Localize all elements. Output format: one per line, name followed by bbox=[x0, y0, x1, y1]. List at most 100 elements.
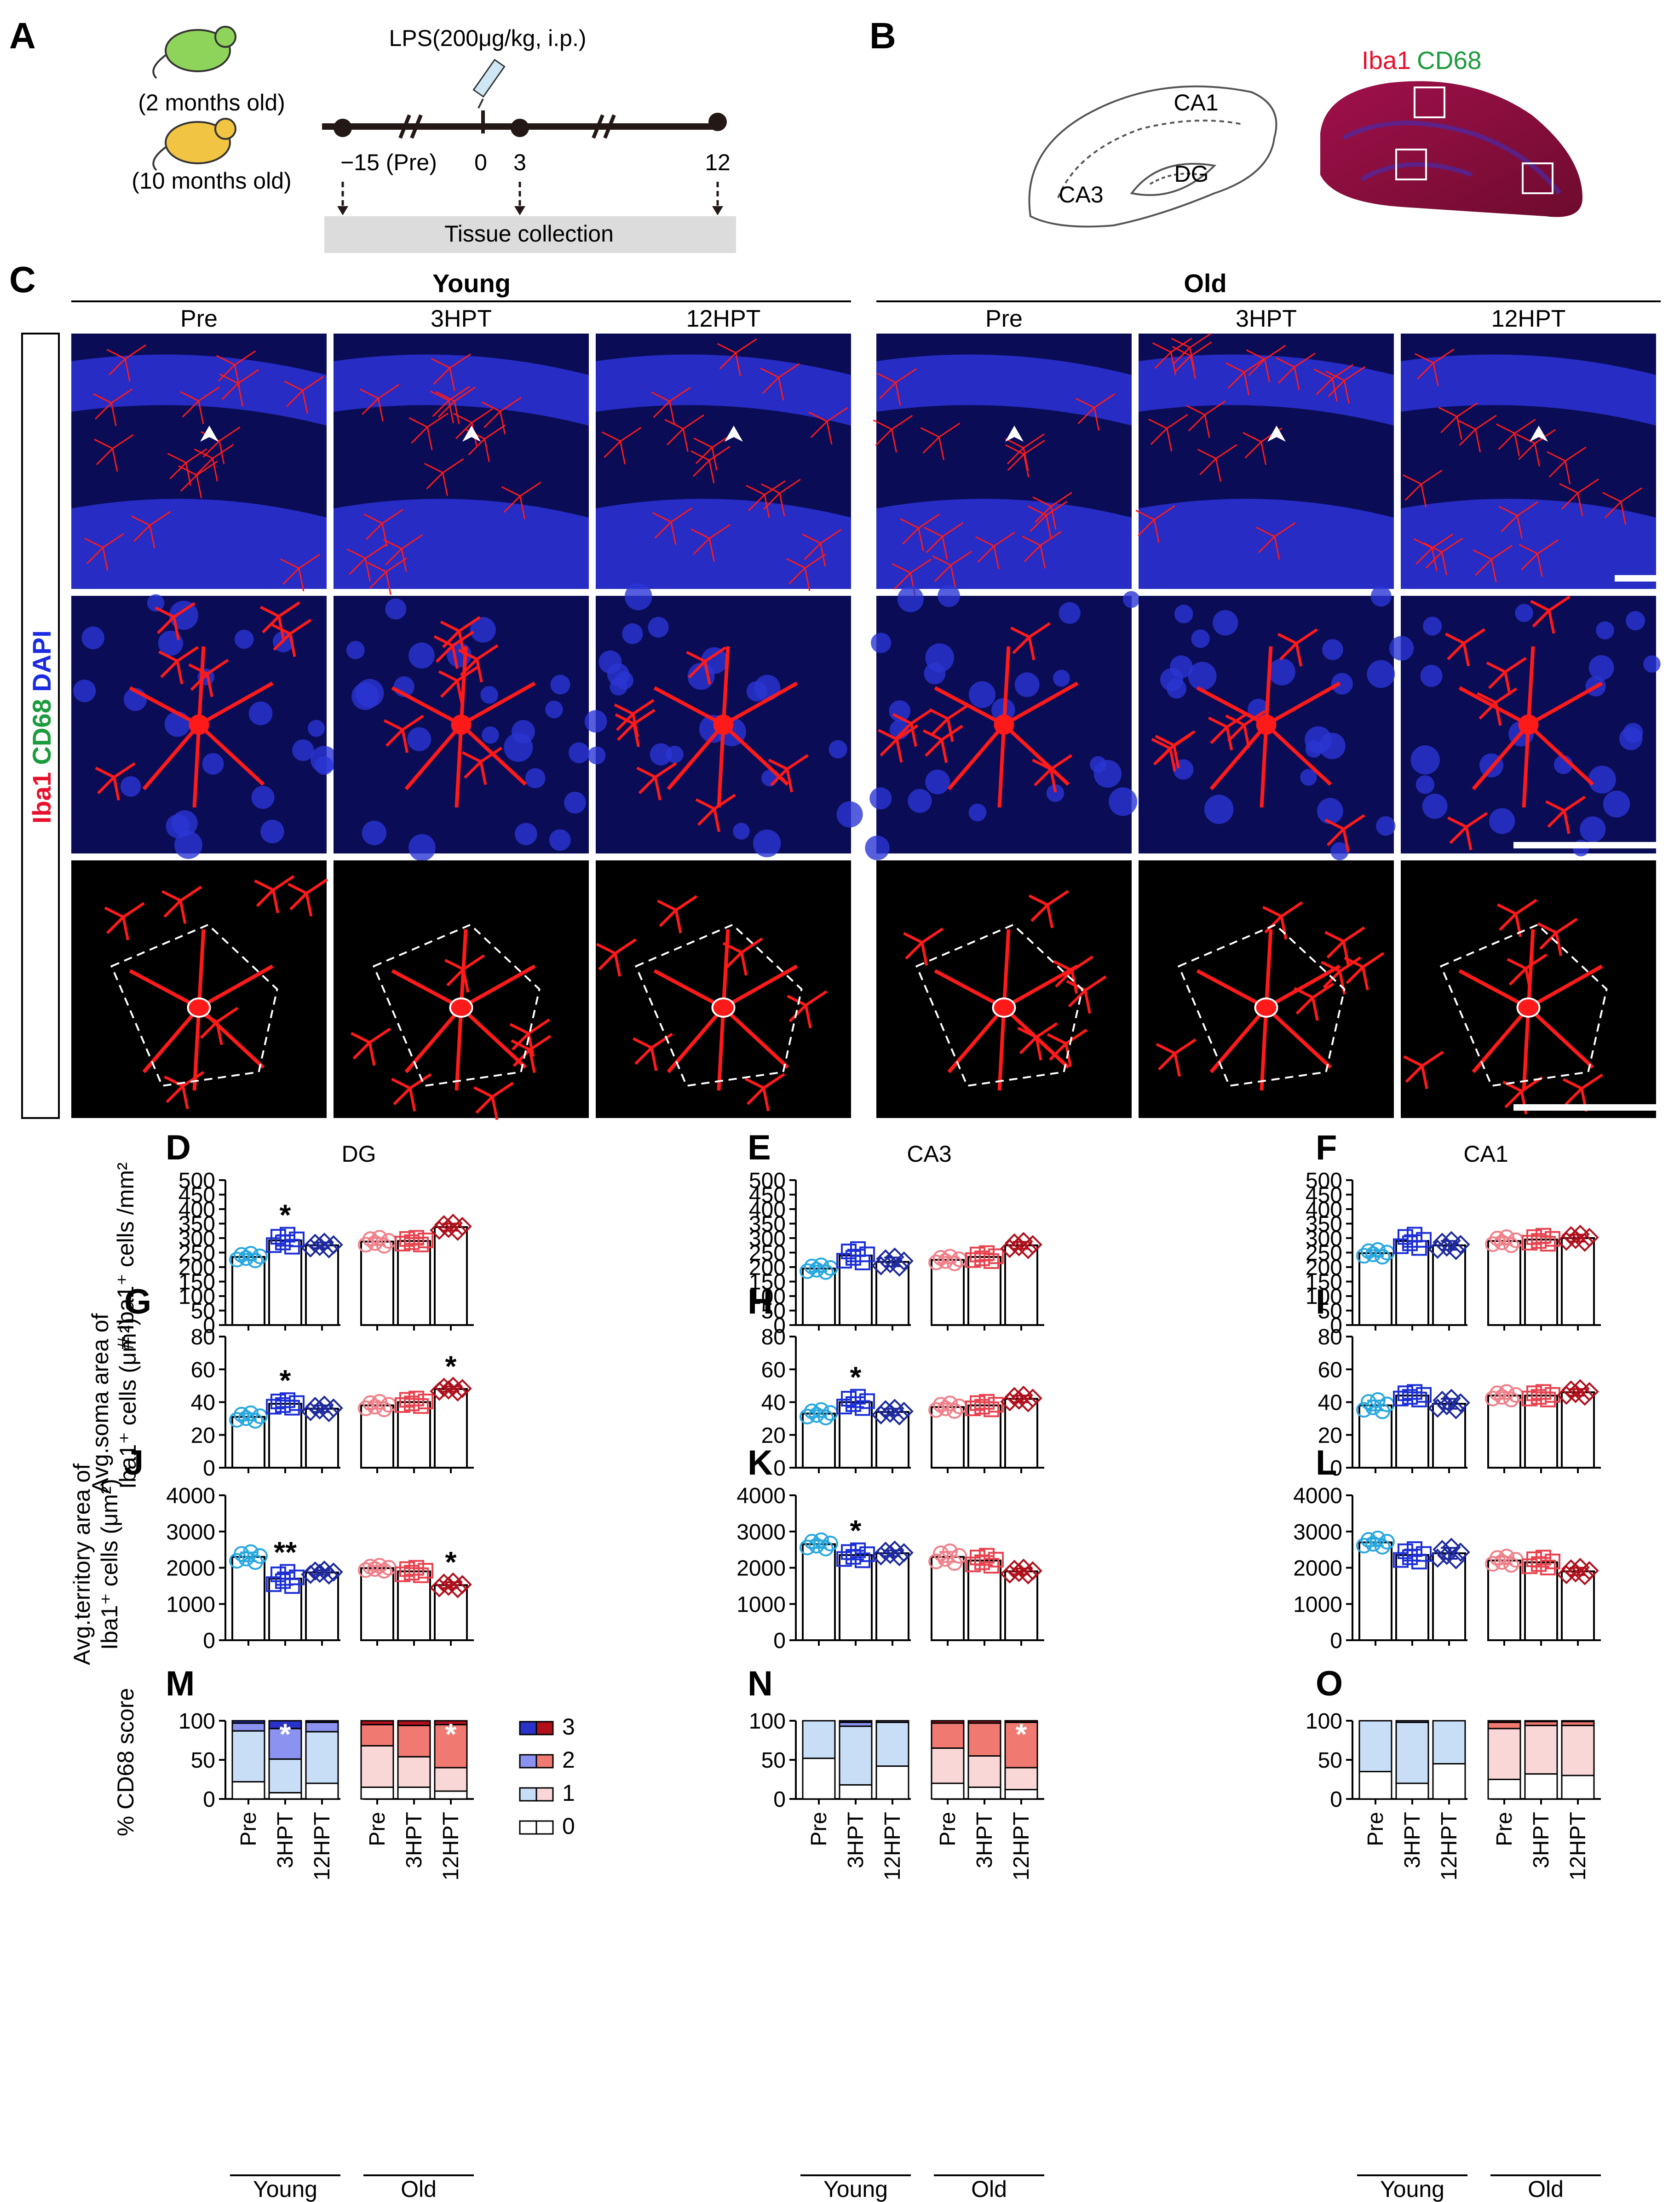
nucleus bbox=[482, 726, 499, 744]
nucleus bbox=[1588, 766, 1616, 794]
data-point bbox=[1398, 1543, 1413, 1559]
y-tick-label: 2000 bbox=[1293, 1556, 1342, 1581]
data-point bbox=[951, 1548, 967, 1564]
y-tick-label: 500 bbox=[178, 1169, 215, 1193]
cell-layer-band bbox=[71, 354, 327, 426]
chart-title: CA3 bbox=[907, 1141, 951, 1167]
nucleus bbox=[408, 642, 435, 669]
hippocampus-outline bbox=[1028, 85, 1277, 228]
y-tick-label: 80 bbox=[191, 1325, 215, 1349]
stack-segment-2 bbox=[1395, 1720, 1429, 1723]
data-point bbox=[413, 1236, 429, 1252]
stack-segment-2 bbox=[360, 1724, 394, 1747]
soma-outline bbox=[187, 997, 211, 1018]
stack-segment-0 bbox=[1487, 1779, 1521, 1800]
data-point bbox=[1490, 1231, 1505, 1247]
y-tick-label: 4000 bbox=[736, 1484, 786, 1508]
y-tick-label: 40 bbox=[191, 1391, 215, 1415]
nucleus bbox=[1322, 639, 1343, 660]
nucleus bbox=[870, 633, 892, 653]
microglia-branch bbox=[717, 1007, 725, 1091]
tick-0: 0 bbox=[474, 150, 487, 175]
data-point bbox=[1540, 1391, 1556, 1407]
data-point bbox=[434, 1574, 454, 1593]
microglia-process bbox=[481, 397, 522, 435]
micrograph-r0-c5 bbox=[1401, 334, 1656, 589]
y-tick-label: 0 bbox=[773, 1456, 786, 1481]
significance-marker: * bbox=[445, 1350, 457, 1383]
significance-marker: * bbox=[850, 1360, 862, 1394]
data-point bbox=[836, 1399, 852, 1415]
microglia-branch bbox=[934, 686, 1005, 726]
x-tick-label: 12HPT bbox=[1566, 1812, 1590, 1880]
data-point bbox=[289, 1569, 305, 1585]
y-label-count: # Iba1⁺ cells /mm² bbox=[113, 1162, 138, 1349]
cell-layer-band bbox=[334, 499, 589, 589]
y-tick-label: 1000 bbox=[1293, 1592, 1342, 1617]
nucleus bbox=[650, 743, 672, 766]
data-point bbox=[243, 1544, 259, 1560]
data-point bbox=[947, 1403, 962, 1419]
microglia-process bbox=[271, 618, 312, 657]
data-point bbox=[988, 1248, 1004, 1264]
microglia-branch bbox=[667, 723, 725, 790]
data-point bbox=[813, 1402, 829, 1418]
microglia-branch bbox=[1472, 1006, 1530, 1073]
group-label-young: Young bbox=[823, 2176, 888, 2202]
bar-3 bbox=[1487, 1240, 1521, 1326]
data-point bbox=[1018, 1393, 1038, 1412]
stack-segment-1 bbox=[397, 1756, 431, 1788]
data-point bbox=[413, 1567, 429, 1583]
stack-segment-3 bbox=[397, 1720, 431, 1726]
nucleus bbox=[564, 791, 586, 814]
microglia-process bbox=[1325, 366, 1366, 404]
data-point bbox=[855, 1254, 870, 1270]
stack-segment-0 bbox=[231, 1781, 265, 1800]
microglia-process bbox=[167, 448, 207, 486]
data-point bbox=[1416, 1546, 1432, 1562]
data-point bbox=[319, 1403, 339, 1423]
panel-letter-c: C bbox=[9, 259, 36, 300]
data-point bbox=[1490, 1550, 1505, 1566]
column-header-3: Pre bbox=[985, 306, 1023, 332]
data-point bbox=[305, 1561, 325, 1581]
nucleus bbox=[515, 823, 537, 846]
chart-title: DG bbox=[342, 1141, 376, 1167]
data-point bbox=[453, 1575, 472, 1594]
data-point bbox=[970, 1550, 985, 1566]
stack-segment-1 bbox=[1487, 1728, 1521, 1780]
data-point bbox=[841, 1544, 857, 1560]
data-point bbox=[933, 1397, 949, 1413]
data-point bbox=[1361, 1394, 1376, 1410]
stack-segment-0 bbox=[1432, 1763, 1466, 1800]
nucleus bbox=[166, 814, 190, 838]
microglia-branch bbox=[404, 1006, 463, 1073]
soma-outline bbox=[449, 997, 473, 1018]
bar-0 bbox=[231, 1556, 265, 1641]
stack-segment-2 bbox=[1487, 1721, 1521, 1729]
y-tick-label: 80 bbox=[1318, 1325, 1342, 1349]
microglia-process bbox=[633, 1032, 673, 1071]
arrowhead-marker bbox=[200, 426, 219, 442]
data-point bbox=[280, 1227, 295, 1243]
microglia-branch bbox=[404, 723, 463, 790]
microglia-branch bbox=[1522, 724, 1530, 808]
microglia-process bbox=[1547, 446, 1587, 484]
nucleus bbox=[1515, 604, 1533, 622]
microglia-process bbox=[431, 353, 471, 391]
microglia-process bbox=[161, 885, 202, 924]
data-point bbox=[1499, 1384, 1514, 1400]
stack-segment-1 bbox=[1561, 1724, 1595, 1776]
cell-layer-band bbox=[71, 499, 327, 589]
data-point bbox=[1580, 1228, 1599, 1247]
microglia-process bbox=[430, 386, 470, 424]
bar-3 bbox=[1487, 1395, 1521, 1469]
stack-segment-3 bbox=[967, 1720, 1001, 1724]
data-point bbox=[890, 1406, 909, 1426]
x-tick-label: 12HPT bbox=[439, 1812, 463, 1880]
significance-marker: * bbox=[280, 1364, 291, 1397]
data-point bbox=[804, 1258, 820, 1274]
stack-segment-3 bbox=[268, 1720, 302, 1729]
